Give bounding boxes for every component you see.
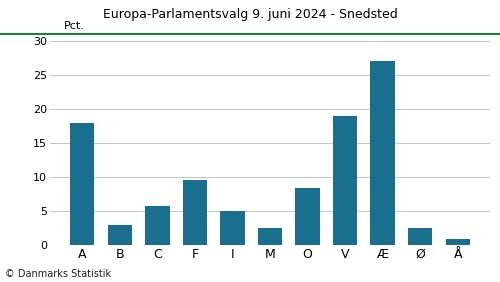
Bar bbox=[108, 225, 132, 245]
Bar bbox=[370, 61, 395, 245]
Bar bbox=[182, 180, 207, 245]
Bar bbox=[333, 116, 357, 245]
Bar bbox=[145, 206, 170, 245]
Bar bbox=[220, 211, 244, 245]
Bar bbox=[296, 188, 320, 245]
Bar bbox=[70, 123, 94, 245]
Bar bbox=[258, 228, 282, 245]
Text: Europa-Parlamentsvalg 9. juni 2024 - Snedsted: Europa-Parlamentsvalg 9. juni 2024 - Sne… bbox=[102, 8, 398, 21]
Bar bbox=[408, 228, 432, 245]
Bar bbox=[446, 239, 470, 245]
Text: © Danmarks Statistik: © Danmarks Statistik bbox=[5, 269, 111, 279]
Text: Pct.: Pct. bbox=[64, 21, 84, 31]
